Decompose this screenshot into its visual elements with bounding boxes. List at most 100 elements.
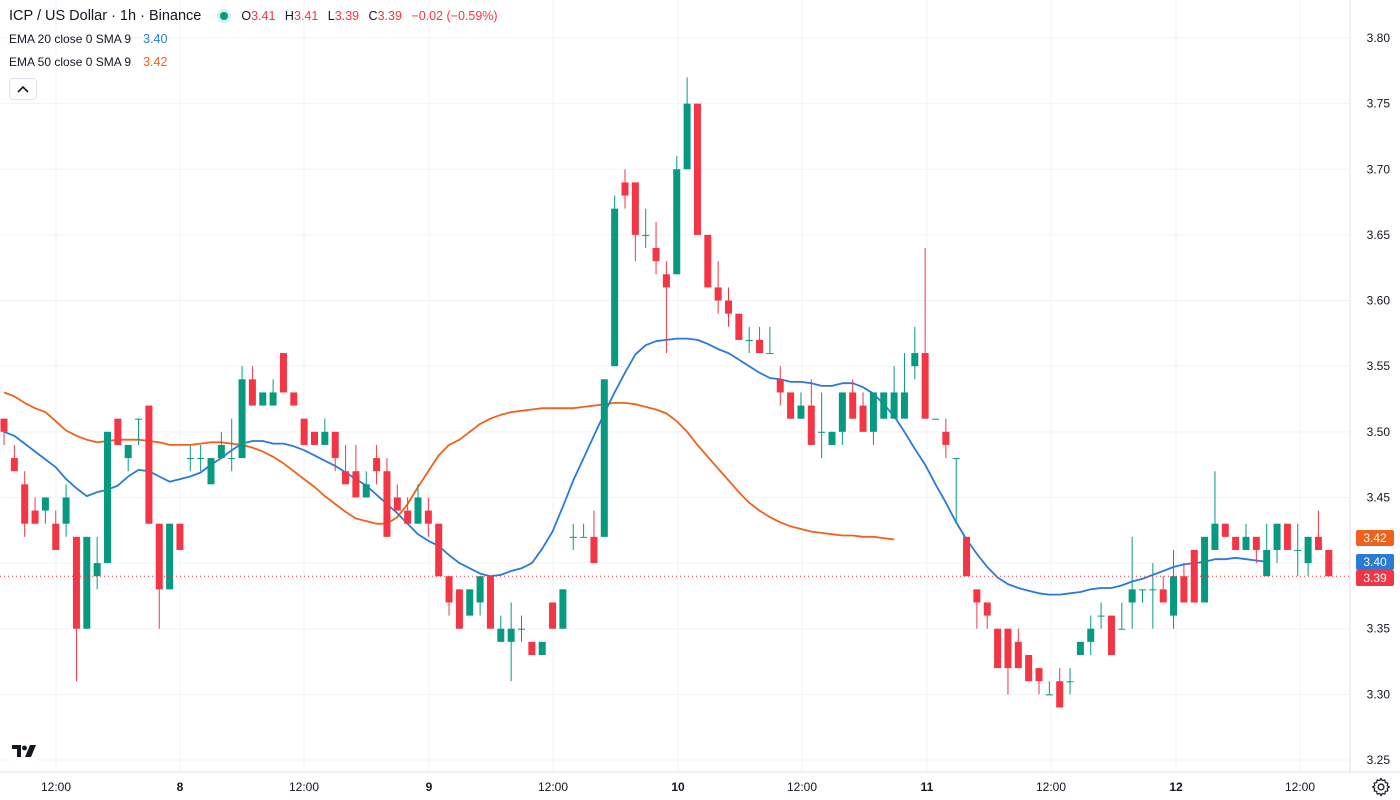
collapse-legend-button[interactable] (9, 78, 37, 100)
candle (776, 366, 784, 406)
candle (1304, 536, 1312, 577)
chart-legend: ICP / US Dollar · 1h · Binance O3.41 H3.… (9, 6, 498, 72)
candle-body (1087, 628, 1095, 642)
candle-body (1056, 681, 1064, 708)
candle-body (725, 300, 732, 314)
candle-body (1325, 549, 1333, 577)
candle (1201, 536, 1209, 603)
candle (869, 392, 877, 445)
candle (41, 497, 49, 524)
candle-body (880, 392, 888, 419)
candle-body (994, 628, 1002, 669)
x-tick-label: 12:00 (1285, 780, 1315, 794)
candle-body (973, 589, 981, 603)
candle (476, 576, 484, 616)
candle (611, 195, 619, 367)
time-axis[interactable]: 12:00 8 12:00 9 12:00 10 12:00 11 12:00 12 12:00 (0, 771, 1400, 794)
candle (1087, 615, 1095, 655)
candle-body (93, 563, 101, 577)
change-value: −0.02 (−0.59%) (411, 9, 498, 23)
candle (1025, 654, 1033, 682)
candle-body (383, 471, 391, 537)
ema20-legend[interactable]: EMA 20 close 0 SMA 9 3.40 (9, 29, 498, 49)
candle-body (1014, 641, 1022, 669)
candle-body (580, 536, 588, 538)
high-value: 3.41 (293, 9, 319, 23)
price-labels: 3.42 3.40 3.39 (1356, 530, 1394, 586)
candle-body (1304, 536, 1312, 564)
candle-body (207, 458, 215, 485)
candle (290, 392, 298, 406)
candle-body (766, 353, 774, 355)
candle (973, 589, 981, 629)
candle (466, 589, 474, 616)
candle (714, 261, 722, 314)
x-tick-label: 12 (1169, 780, 1183, 794)
candle-body (1190, 549, 1198, 603)
close-value: 3.39 (377, 9, 402, 23)
price-label-text: 3.40 (1363, 555, 1387, 569)
candle-body (807, 405, 815, 445)
candle (828, 431, 836, 445)
gear-icon[interactable] (1370, 776, 1392, 798)
candle-body (217, 444, 225, 459)
candle-body (424, 510, 432, 524)
candle (197, 444, 205, 472)
chevron-up-icon (17, 85, 29, 93)
candle-body (631, 182, 639, 235)
candle (104, 431, 111, 564)
candle (352, 444, 360, 498)
ema20-line (3, 337, 1267, 596)
candle-body (590, 536, 598, 564)
candle-body (321, 431, 329, 445)
tradingview-logo-icon[interactable] (8, 738, 40, 764)
candle-body (652, 248, 660, 262)
y-tick-label: 3.25 (1367, 753, 1391, 767)
candle (166, 523, 174, 590)
candle-body (445, 576, 453, 603)
candle-body (124, 444, 132, 459)
y-tick-label: 3.55 (1367, 359, 1391, 373)
candle (1252, 536, 1260, 564)
candle-body (1242, 536, 1250, 550)
candle-body (1263, 549, 1271, 577)
low-value: 3.39 (334, 9, 360, 23)
candle (745, 326, 753, 354)
candle (994, 628, 1002, 669)
candle (1221, 523, 1229, 537)
candle (176, 523, 184, 550)
candle-body (10, 458, 18, 472)
candle (31, 497, 39, 524)
ema20-label: EMA 20 close 0 SMA 9 (9, 32, 132, 46)
candle (435, 523, 443, 577)
y-tick-label: 3.30 (1367, 687, 1391, 701)
y-tick-label: 3.45 (1367, 490, 1391, 504)
candle (497, 615, 505, 642)
candle-body (673, 169, 681, 275)
y-tick-label: 3.50 (1367, 425, 1391, 439)
symbol-title[interactable]: ICP / US Dollar · 1h · Binance (9, 8, 202, 24)
candle-body (1097, 615, 1105, 617)
candle-body (404, 510, 412, 524)
market-status-icon[interactable] (217, 9, 232, 23)
candle (1128, 536, 1136, 629)
candle-body (1232, 536, 1240, 550)
candle-body (41, 497, 49, 511)
candle (414, 484, 422, 524)
open-value: 3.41 (251, 9, 276, 23)
candle-body (621, 182, 629, 196)
ema50-legend[interactable]: EMA 50 close 0 SMA 9 3.42 (9, 52, 498, 72)
candle (1242, 523, 1250, 550)
candle-body (176, 523, 184, 550)
y-tick-label: 3.75 (1367, 97, 1391, 111)
price-axis[interactable]: 3.80 3.75 3.70 3.65 3.60 3.55 3.50 3.45 3.40 3.35… (1349, 0, 1391, 772)
candle (445, 576, 453, 616)
candle (1283, 523, 1291, 550)
candle-body (1107, 615, 1115, 655)
candle-body (1211, 523, 1219, 550)
candle (10, 444, 18, 472)
candle-body (238, 379, 246, 459)
candle (207, 458, 215, 485)
candle (1314, 510, 1322, 550)
